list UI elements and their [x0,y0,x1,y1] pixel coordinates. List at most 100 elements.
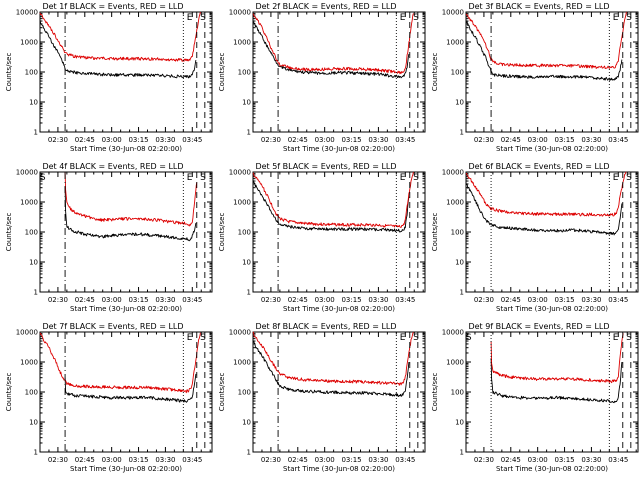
x-tick-label: 02:30 [48,296,68,304]
y-axis-label: Counts/sec [431,213,439,252]
series-events [39,19,197,79]
chart-title: Det 4f BLACK = Events, RED = LLD [42,162,183,171]
x-tick-label: 03:45 [182,136,202,144]
x-tick-label: 03:15 [341,296,361,304]
series-lld [490,333,624,384]
chart-title: Det 6f BLACK = Events, RED = LLD [468,162,609,171]
marker-label-e: E [613,173,619,183]
x-tick-label: 03:00 [102,456,122,464]
marker-label-e: E [613,13,619,23]
y-tick-label: 100 [451,69,464,77]
y-tick-label: 10000 [442,9,464,17]
chart-panel-7: Det 7f BLACK = Events, RED = LLD 1 10 100 10… [5,322,213,473]
chart-title: Det 5f BLACK = Events, RED = LLD [255,162,396,171]
x-tick-label: 02:45 [288,456,308,464]
y-tick-label: 1 [34,449,38,457]
series-lld [252,331,414,386]
y-axis-label: Counts/sec [5,373,13,412]
x-tick-label: 02:45 [75,296,95,304]
marker-label-s: S [413,333,419,343]
series-lld [39,332,201,394]
marker-label-e: E [400,173,406,183]
y-tick-label: 100 [25,389,38,397]
chart-panel-8: Det 8f BLACK = Events, RED = LLD 1 10 100 10… [218,322,426,473]
plot-frame [465,331,639,453]
chart-panel-2: Det 2f BLACK = Events, RED = LLD 1 10 100 10… [218,2,426,153]
x-tick-label: 02:45 [75,456,95,464]
y-tick-label: 10 [455,99,464,107]
x-tick-label: 03:30 [581,136,601,144]
marker-label-s: S [40,173,46,183]
series-events [64,186,197,242]
x-tick-label: 03:15 [341,136,361,144]
x-tick-label: 02:45 [75,136,95,144]
y-tick-label: 100 [238,389,251,397]
marker-label-s: S [626,173,632,183]
x-tick-label: 03:30 [155,456,175,464]
y-tick-label: 1 [247,449,251,457]
y-tick-label: 10 [29,99,38,107]
series-events [252,340,410,397]
y-axis-label: Counts/sec [5,213,13,252]
x-tick-label: 03:00 [315,136,335,144]
x-tick-label: 03:00 [315,296,335,304]
x-tick-label: 02:30 [474,296,494,304]
x-tick-label: 02:30 [48,456,68,464]
x-tick-label: 03:00 [528,136,548,144]
y-tick-label: 1000 [446,199,464,207]
chart-title: Det 3f BLACK = Events, RED = LLD [468,2,609,11]
marker-label-e: E [400,13,406,23]
x-axis-label: Start Time (30-Jun-08 02:20:00) [496,465,608,473]
x-tick-label: 02:30 [48,136,68,144]
y-tick-label: 1000 [233,199,251,207]
y-axis-label: Counts/sec [218,373,226,412]
x-axis-label: Start Time (30-Jun-08 02:20:00) [283,145,395,153]
x-tick-label: 03:00 [528,296,548,304]
x-axis-label: Start Time (30-Jun-08 02:20:00) [283,465,395,473]
y-tick-label: 1000 [20,199,38,207]
y-tick-label: 1 [247,129,251,137]
chart-title: Det 7f BLACK = Events, RED = LLD [42,322,183,331]
marker-label-s: S [200,333,206,343]
y-tick-label: 1000 [446,359,464,367]
x-tick-label: 03:15 [554,296,574,304]
chart-panel-5: Det 5f BLACK = Events, RED = LLD 1 10 100 10… [218,162,426,313]
chart-panel-3: Det 3f BLACK = Events, RED = LLD 1 10 100 10… [431,2,639,153]
y-tick-label: 1000 [446,39,464,47]
series-lld [252,13,414,75]
y-axis-label: Counts/sec [431,53,439,92]
y-tick-label: 100 [451,229,464,237]
plot-frame [252,171,426,293]
x-axis-label: Start Time (30-Jun-08 02:20:00) [70,305,182,313]
x-tick-label: 03:15 [128,136,148,144]
marker-label-s: S [413,173,419,183]
y-tick-label: 1 [34,129,38,137]
x-tick-label: 03:45 [395,296,415,304]
y-tick-label: 10000 [229,329,251,337]
y-tick-label: 100 [451,389,464,397]
series-events [252,179,410,233]
marker-label-e: E [400,333,406,343]
y-tick-label: 100 [238,229,251,237]
marker-label-s: S [626,13,632,23]
y-tick-label: 10 [455,259,464,267]
x-tick-label: 03:45 [608,136,628,144]
x-tick-label: 03:45 [395,136,415,144]
x-tick-label: 03:00 [528,456,548,464]
marker-label-s: S [200,173,206,183]
plot-frame [252,331,426,453]
series-lld [64,172,198,227]
plot-frame [465,171,639,293]
chart-title: Det 1f BLACK = Events, RED = LLD [42,2,183,11]
plot-frame [39,11,213,133]
x-axis-label: Start Time (30-Jun-08 02:20:00) [496,305,608,313]
x-tick-label: 03:15 [341,456,361,464]
x-tick-label: 02:30 [261,296,281,304]
marker-label-s: S [626,333,632,343]
x-tick-label: 03:30 [155,296,175,304]
x-tick-label: 03:45 [608,456,628,464]
x-axis-label: Start Time (30-Jun-08 02:20:00) [70,465,182,473]
y-tick-label: 1000 [20,39,38,47]
series-lld [465,171,627,217]
y-tick-label: 10 [29,419,38,427]
